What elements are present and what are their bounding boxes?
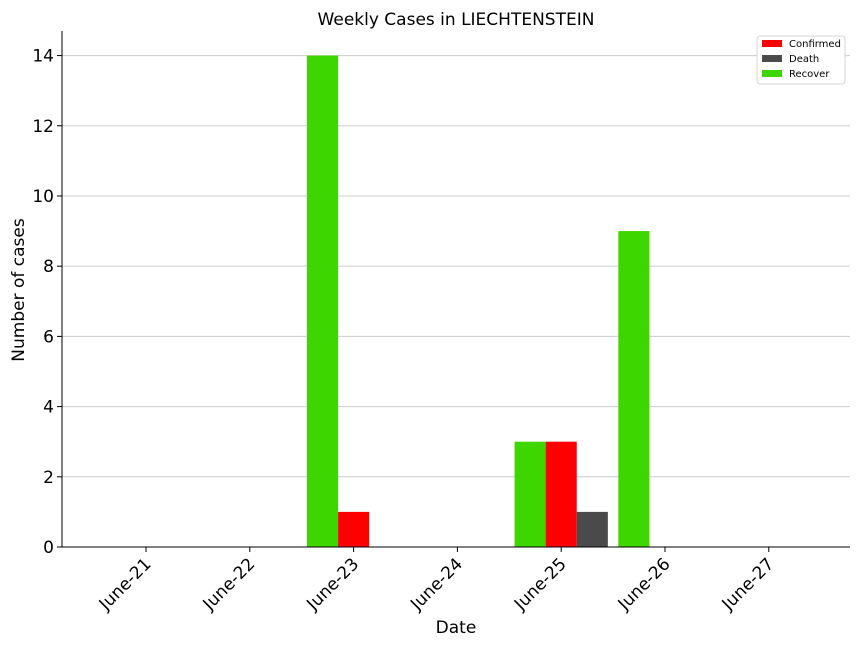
x-tick-label: June-27	[718, 554, 779, 615]
y-tick-label: 2	[43, 468, 54, 488]
x-axis-ticks: June-21 June-22 June-23 June-24 June-25 June-…	[95, 547, 778, 615]
y-axis-ticks: 0 2 4 6 8 10 12 14	[32, 47, 62, 558]
bar-recover-june-23	[306, 55, 339, 547]
y-tick-label: 10	[32, 187, 54, 207]
legend-swatch-recover	[762, 70, 782, 77]
x-tick-label: June-25	[510, 554, 571, 615]
bar-confirmed-june-23	[338, 511, 370, 547]
x-tick-label: June-26	[614, 554, 675, 615]
legend-swatch-confirmed	[762, 40, 782, 47]
x-tick-label: June-23	[302, 554, 363, 615]
y-tick-label: 8	[43, 257, 54, 277]
x-tick-label: June-22	[199, 554, 260, 615]
grid-lines	[62, 55, 850, 548]
x-tick-label: June-24	[406, 554, 467, 615]
x-tick-label: June-21	[95, 554, 156, 615]
bar-confirmed-june-25	[545, 441, 577, 547]
bar-recover-june-26	[618, 231, 650, 547]
bars	[306, 55, 650, 547]
y-tick-label: 6	[43, 327, 54, 347]
legend-swatch-death	[762, 55, 782, 62]
y-axis-label: Number of cases	[9, 218, 29, 362]
legend: Confirmed Death Recover	[756, 35, 846, 85]
legend-label-death: Death	[789, 54, 819, 65]
y-tick-label: 4	[43, 398, 54, 418]
chart-title: Weekly Cases in LIECHTENSTEIN	[318, 10, 595, 30]
y-tick-label: 14	[32, 47, 54, 67]
legend-label-confirmed: Confirmed	[789, 39, 841, 50]
bar-death-june-25	[576, 511, 608, 547]
x-axis-label: Date	[436, 618, 477, 638]
axes	[61, 31, 850, 548]
y-tick-label: 12	[32, 117, 54, 137]
bar-recover-june-25	[514, 441, 546, 547]
legend-label-recover: Recover	[789, 69, 830, 80]
y-tick-label: 0	[43, 538, 54, 558]
